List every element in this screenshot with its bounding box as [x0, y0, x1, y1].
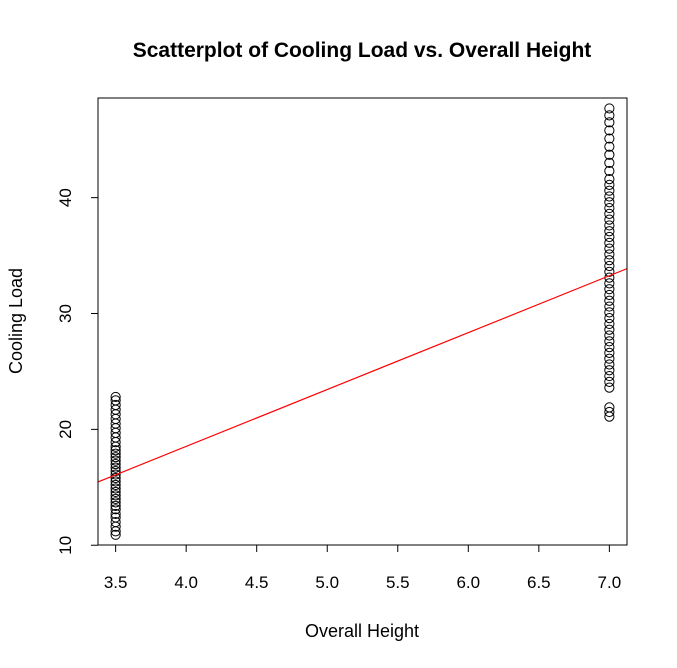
data-point	[604, 324, 615, 335]
data-point	[604, 301, 615, 312]
x-axis-label: Overall Height	[305, 621, 419, 641]
chart-title: Scatterplot of Cooling Load vs. Overall …	[133, 39, 592, 62]
data-point	[604, 330, 615, 341]
plot-frame	[97, 97, 628, 546]
plot-area	[97, 103, 628, 540]
x-tick-label: 3.5	[104, 573, 128, 592]
data-point	[604, 342, 615, 353]
data-point	[604, 157, 615, 168]
data-point	[604, 141, 615, 152]
data-point	[604, 359, 615, 370]
data-point	[110, 472, 121, 484]
x-axis: 3.5 4.0 4.5 5.0 5.5 6.0 6.5 7.0	[104, 545, 621, 592]
x-tick-label: 4.0	[174, 573, 198, 592]
data-point	[604, 202, 615, 214]
data-point	[604, 197, 615, 208]
y-tick-label: 20	[56, 420, 75, 439]
data-point	[110, 493, 121, 504]
x-tick-label: 7.0	[598, 573, 622, 592]
data-point	[604, 402, 615, 413]
data-point	[604, 191, 615, 202]
data-point	[110, 395, 121, 406]
data-point	[604, 318, 615, 330]
data-point	[110, 483, 121, 494]
data-point	[604, 336, 615, 347]
data-point	[110, 497, 121, 508]
data-point	[604, 103, 615, 114]
data-point	[604, 295, 615, 306]
data-point	[604, 208, 615, 219]
data-point	[110, 516, 121, 528]
data-point	[604, 179, 615, 190]
data-point	[110, 469, 121, 480]
data-point	[604, 382, 615, 393]
x-tick-label: 5.5	[386, 573, 410, 592]
data-point	[604, 214, 615, 225]
data-point	[110, 490, 121, 501]
data-point	[604, 289, 615, 301]
data-point	[110, 459, 121, 470]
data-point	[604, 165, 615, 177]
y-tick-label: 40	[56, 188, 75, 207]
data-point	[110, 465, 121, 477]
data-point	[604, 347, 615, 358]
data-point	[604, 249, 615, 260]
data-point	[110, 500, 121, 511]
data-point	[604, 237, 615, 248]
data-point	[110, 391, 121, 403]
data-point	[604, 117, 615, 128]
data-point	[110, 529, 121, 540]
data-point	[110, 448, 121, 459]
y-axis: 10 20 30 40	[56, 188, 98, 555]
data-point	[604, 110, 615, 121]
data-point	[110, 462, 121, 473]
data-point	[604, 255, 615, 266]
x-tick-label: 6.0	[456, 573, 480, 592]
points-layer	[110, 103, 615, 540]
data-point	[604, 149, 615, 160]
data-point	[110, 399, 121, 411]
data-point	[110, 445, 121, 456]
data-point	[604, 133, 615, 144]
data-point	[110, 508, 121, 520]
x-tick-label: 5.0	[315, 573, 339, 592]
regression-line	[97, 268, 628, 483]
data-point	[604, 220, 615, 231]
data-point	[604, 313, 615, 324]
data-point	[604, 365, 615, 376]
data-point	[604, 307, 615, 318]
data-point	[604, 174, 615, 185]
data-point	[604, 370, 615, 382]
data-point	[604, 231, 615, 243]
data-point	[604, 266, 615, 277]
data-point	[110, 479, 121, 491]
data-point	[604, 185, 615, 196]
data-point	[110, 452, 121, 463]
data-point	[604, 353, 615, 364]
y-axis-label: Cooling Load	[6, 268, 26, 374]
x-tick-label: 4.5	[245, 573, 269, 592]
x-tick-label: 6.5	[527, 573, 551, 592]
data-point	[110, 455, 121, 466]
y-tick-label: 30	[56, 304, 75, 323]
data-point	[604, 376, 615, 387]
data-point	[604, 243, 615, 254]
data-point	[604, 125, 615, 136]
data-point	[110, 486, 121, 498]
data-point	[110, 512, 121, 523]
data-point	[110, 476, 121, 487]
data-point	[604, 226, 615, 237]
data-point	[604, 260, 615, 272]
data-point	[110, 504, 121, 515]
data-point	[604, 284, 615, 295]
data-point	[604, 406, 615, 418]
y-tick-label: 10	[56, 536, 75, 555]
data-point	[604, 278, 615, 289]
